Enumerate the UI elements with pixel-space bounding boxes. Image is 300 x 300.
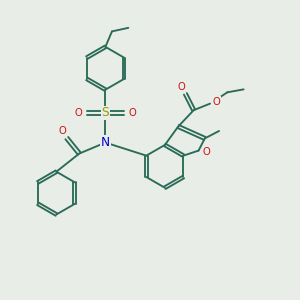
Text: O: O (213, 97, 220, 107)
Text: S: S (102, 106, 109, 119)
Text: N: N (101, 136, 110, 149)
Text: O: O (203, 147, 211, 157)
Text: O: O (59, 126, 67, 136)
Text: O: O (128, 108, 136, 118)
Text: O: O (177, 82, 185, 92)
Text: O: O (75, 108, 83, 118)
